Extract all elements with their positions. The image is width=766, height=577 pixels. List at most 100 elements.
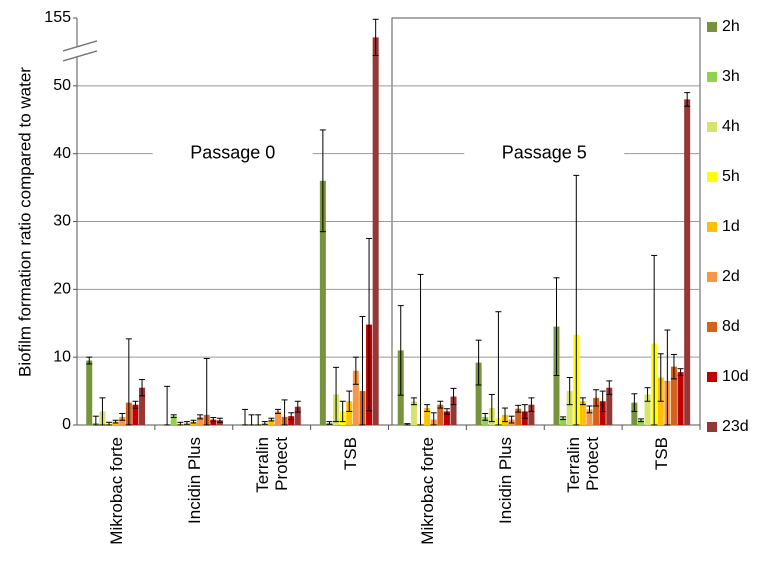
error-bar [281, 399, 288, 426]
error-bar [424, 404, 431, 412]
axis-break [62, 40, 98, 52]
axis-break [62, 50, 98, 62]
error-bar [579, 397, 586, 406]
error-bar [203, 358, 210, 426]
error-bar [210, 417, 217, 423]
legend-label: 5h [722, 168, 740, 185]
error-bar [99, 397, 106, 426]
legend-label: 4h [722, 118, 740, 135]
bar [606, 387, 613, 425]
y-axis-label: Biofilm formation ratio compared to wate… [15, 67, 34, 377]
bar [437, 404, 444, 425]
bar [319, 180, 326, 425]
panel-label-bg [152, 139, 313, 168]
error-bar [274, 408, 281, 414]
bar [139, 387, 146, 425]
error-bar [606, 380, 613, 395]
bar [579, 401, 586, 425]
bar [586, 409, 593, 425]
error-bar [397, 305, 404, 396]
error-bar [294, 400, 301, 413]
error-bar [684, 92, 691, 107]
x-tick-label: Incidin Plus [495, 437, 515, 524]
x-tick-label: Mikrobac forte [417, 437, 437, 545]
legend-label: 2d [722, 268, 740, 285]
bar [644, 394, 651, 425]
error-bar [241, 408, 248, 426]
error-bar [333, 366, 340, 423]
bar [450, 396, 457, 425]
error-bar [170, 414, 177, 419]
error-bar [450, 387, 457, 406]
error-bar [637, 418, 644, 423]
error-bar [495, 311, 502, 426]
legend-swatch [707, 272, 717, 282]
bar [599, 401, 606, 425]
y-tick-label: 40 [53, 145, 71, 162]
bar [274, 411, 281, 425]
error-bar [644, 387, 651, 402]
legend-swatch [707, 172, 717, 182]
error-bar [255, 414, 262, 426]
error-bar [443, 408, 450, 415]
y-tick-label: 155 [44, 9, 71, 26]
bar [86, 360, 93, 425]
error-bar [404, 423, 411, 426]
y-tick-label: 50 [53, 77, 71, 94]
legend-label: 8d [722, 318, 740, 335]
bar [410, 401, 417, 425]
legend-swatch [707, 22, 717, 32]
legend-swatch [707, 222, 717, 232]
bar [566, 391, 573, 425]
legend-swatch [707, 322, 717, 332]
error-bar [677, 368, 684, 376]
error-bar [430, 412, 437, 426]
legend-swatch [707, 372, 717, 382]
error-bar [288, 412, 295, 421]
error-bar [197, 414, 204, 420]
x-tick-label: TSB [651, 437, 671, 471]
y-tick-label: 20 [53, 281, 71, 298]
error-bar [112, 419, 119, 424]
x-tick-label: Incidin Plus [184, 437, 204, 524]
error-bar [566, 377, 573, 406]
error-bar [521, 404, 528, 419]
bar [197, 416, 204, 425]
error-bar [183, 421, 190, 425]
error-bar [631, 393, 638, 412]
error-bar [651, 254, 658, 426]
error-bar [326, 421, 333, 425]
legend-swatch [707, 72, 717, 82]
panel-label: Passage 0 [190, 142, 275, 162]
bar [132, 404, 139, 425]
error-bar [139, 379, 146, 397]
legend-swatch [707, 422, 717, 432]
bar [294, 406, 301, 425]
error-bar [106, 421, 113, 426]
error-bar [339, 400, 346, 423]
error-bar [515, 404, 522, 413]
bar [593, 397, 600, 425]
x-tick-label: Terralin Protect [252, 437, 291, 493]
bar [210, 419, 217, 425]
bar [268, 419, 275, 425]
y-tick-label: 0 [62, 416, 71, 433]
bar [631, 402, 638, 425]
bar [482, 416, 489, 425]
error-bar [248, 414, 255, 426]
error-bar [560, 416, 567, 421]
error-bar [528, 397, 535, 412]
error-bar [216, 417, 223, 423]
legend-label: 2h [722, 18, 740, 35]
error-bar [190, 419, 197, 424]
bar [372, 37, 379, 425]
legend-label: 3h [722, 68, 740, 85]
error-bar [366, 237, 373, 412]
bar [352, 370, 359, 425]
error-bar [132, 400, 139, 409]
error-bar [319, 129, 326, 233]
error-bar [417, 273, 424, 426]
error-bar [261, 421, 268, 425]
error-bar [508, 415, 515, 424]
